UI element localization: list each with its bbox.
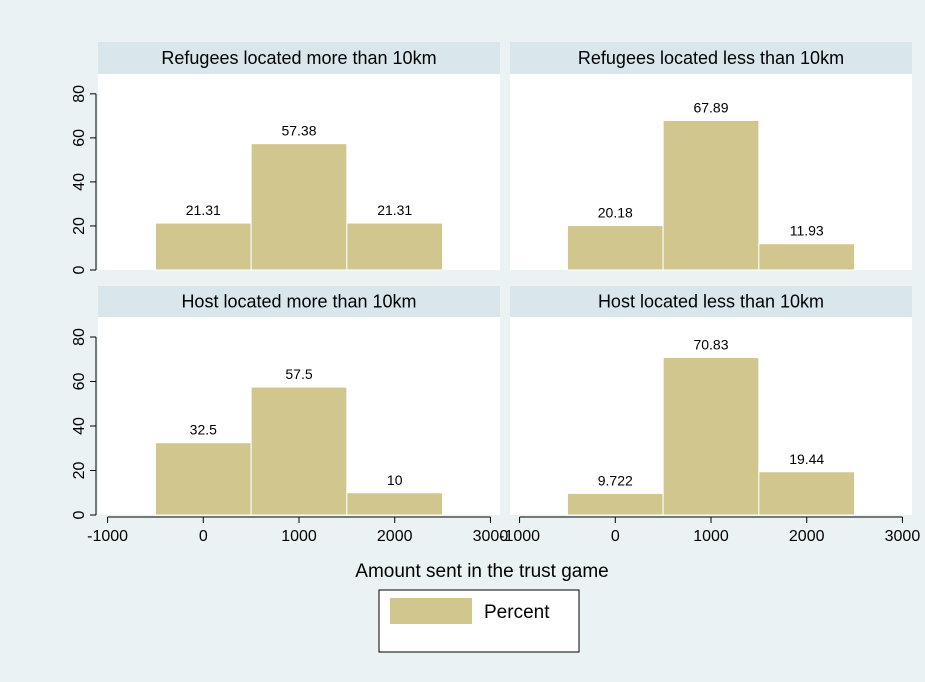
y-tick-label: 20 [71, 462, 88, 480]
x-tick-label: 0 [199, 528, 208, 545]
legend-label-percent: Percent [484, 602, 550, 623]
bar-value-label: 67.89 [693, 99, 728, 115]
panel-4: Host located less than 10km 9.722 70.83 19.… [499, 286, 920, 545]
y-tick-label: 60 [71, 373, 88, 391]
bar-value-label: 70.83 [693, 336, 728, 352]
y-tick-label: 40 [71, 417, 88, 435]
panel-3: Host located more than 10km 32.5 57.5 10 0 20… [71, 286, 508, 545]
bar-value-label: 10 [387, 472, 403, 488]
panel-strip [510, 42, 912, 74]
bar [154, 442, 252, 516]
x-axis-title: Amount sent in the trust game [355, 561, 608, 582]
bar-value-label: 11.93 [790, 223, 824, 239]
y-tick-label: 80 [71, 328, 88, 346]
x-axis-title-group: Amount sent in the trust game [355, 561, 608, 582]
bar-value-label: 57.38 [281, 123, 316, 139]
bar-value-label: 19.44 [789, 451, 824, 467]
bar-value-label: 32.5 [190, 422, 217, 438]
y-tick-label: 60 [71, 129, 88, 147]
bar [346, 222, 444, 271]
x-tick-label: -1000 [499, 528, 540, 545]
panel-2: Refugees located less than 10km 20.18 67.8… [510, 42, 912, 271]
bar [346, 492, 444, 516]
x-tick-label: 2000 [377, 528, 413, 545]
y-tick-label: 0 [71, 265, 88, 274]
x-tick-label: 0 [611, 528, 620, 545]
bar [566, 492, 664, 516]
y-tick-label: 20 [71, 217, 88, 235]
panel-title: Host located more than 10km [181, 292, 416, 312]
facet-panels: Refugees located more than 10km 21.31 57.3… [71, 42, 920, 545]
bar-value-label: 21.31 [377, 202, 412, 218]
y-tick-label: 40 [71, 173, 88, 191]
bar [662, 356, 760, 516]
x-tick-label: 2000 [789, 528, 825, 545]
bar [758, 471, 856, 516]
bar [566, 225, 664, 271]
x-tick-label: 1000 [281, 528, 317, 545]
panel-strip [98, 42, 500, 74]
panel-title: Host located less than 10km [598, 292, 824, 312]
legend-swatch-percent [390, 598, 472, 624]
panel-strip [510, 286, 912, 317]
bar [250, 386, 348, 516]
x-tick-label: 3000 [473, 528, 509, 545]
bar-value-label: 9.722 [598, 472, 633, 488]
panel-strip [98, 286, 500, 317]
legend: Percent [378, 589, 580, 653]
x-tick-label: 1000 [693, 528, 729, 545]
bar-value-label: 20.18 [598, 205, 633, 221]
bar [250, 143, 348, 271]
bar-value-label: 57.5 [285, 366, 312, 382]
panel-title: Refugees located more than 10km [161, 48, 436, 68]
bar [154, 222, 252, 271]
panel-title: Refugees located less than 10km [578, 48, 844, 68]
y-tick-label: 0 [71, 510, 88, 519]
x-tick-label: -1000 [87, 528, 128, 545]
panel-1: Refugees located more than 10km 21.31 57.3… [71, 42, 500, 274]
y-tick-label: 80 [71, 85, 88, 103]
bar-value-label: 21.31 [186, 202, 221, 218]
bar [758, 243, 856, 271]
x-tick-label: 3000 [885, 528, 921, 545]
bar [662, 119, 760, 271]
